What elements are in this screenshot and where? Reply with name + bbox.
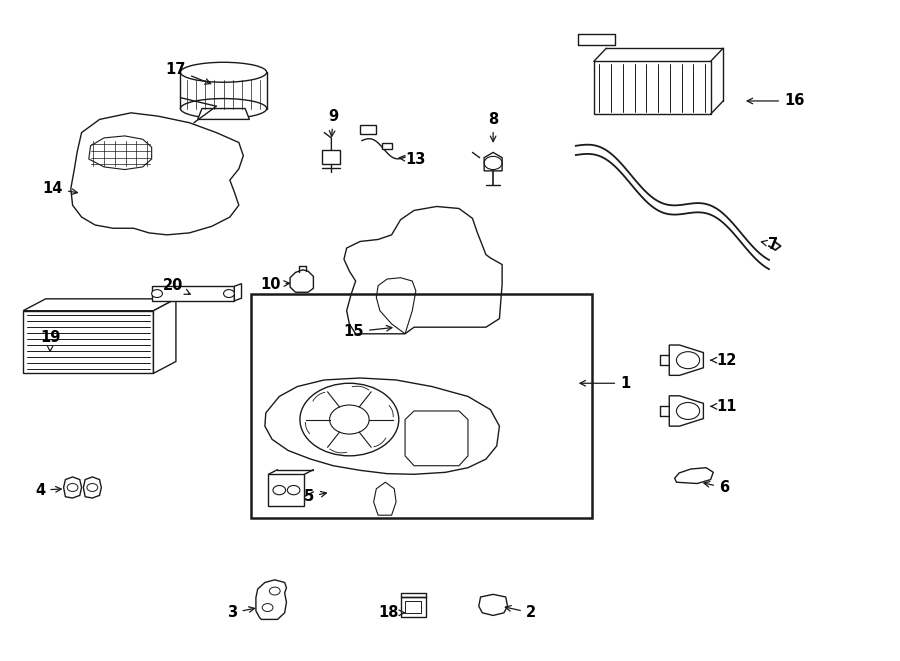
Polygon shape	[344, 206, 502, 334]
Text: 11: 11	[711, 399, 737, 414]
Polygon shape	[290, 270, 313, 292]
Text: 4: 4	[35, 483, 61, 498]
Polygon shape	[376, 278, 416, 334]
Bar	[400, 597, 426, 617]
Text: 16: 16	[747, 93, 805, 108]
Text: 19: 19	[40, 330, 60, 352]
Text: 1: 1	[580, 375, 630, 391]
Bar	[322, 150, 340, 165]
Circle shape	[223, 290, 234, 297]
Text: 6: 6	[704, 480, 729, 495]
Bar	[23, 311, 154, 373]
Bar	[594, 61, 711, 114]
Polygon shape	[374, 483, 396, 515]
Text: 5: 5	[304, 489, 327, 504]
Text: 2: 2	[505, 605, 536, 620]
Bar	[360, 125, 376, 134]
Polygon shape	[154, 299, 176, 373]
Polygon shape	[484, 153, 502, 171]
Polygon shape	[405, 411, 468, 466]
Ellipse shape	[180, 98, 266, 118]
Circle shape	[152, 290, 162, 297]
Text: 7: 7	[761, 237, 778, 253]
Text: 18: 18	[379, 605, 405, 620]
Text: 17: 17	[166, 62, 211, 84]
Text: 13: 13	[400, 151, 426, 167]
Polygon shape	[23, 299, 176, 311]
Polygon shape	[670, 396, 704, 426]
Polygon shape	[670, 345, 704, 375]
Text: 14: 14	[42, 181, 77, 196]
Polygon shape	[256, 580, 286, 619]
Polygon shape	[479, 594, 508, 615]
Polygon shape	[234, 284, 241, 301]
Text: 3: 3	[228, 605, 255, 620]
Polygon shape	[71, 113, 243, 235]
Polygon shape	[84, 477, 102, 498]
Circle shape	[300, 383, 399, 456]
Text: 20: 20	[163, 278, 190, 294]
Bar	[152, 286, 234, 301]
Bar	[405, 601, 421, 613]
Polygon shape	[64, 477, 82, 498]
Text: 15: 15	[344, 325, 392, 339]
Text: 12: 12	[711, 353, 737, 368]
Bar	[382, 143, 392, 149]
Polygon shape	[265, 378, 500, 475]
Text: 8: 8	[488, 112, 499, 141]
Text: 9: 9	[328, 108, 338, 136]
Polygon shape	[675, 468, 714, 484]
Text: 10: 10	[260, 277, 290, 292]
Polygon shape	[89, 136, 152, 170]
Polygon shape	[198, 108, 249, 120]
Bar	[268, 475, 304, 506]
Bar	[250, 294, 592, 518]
